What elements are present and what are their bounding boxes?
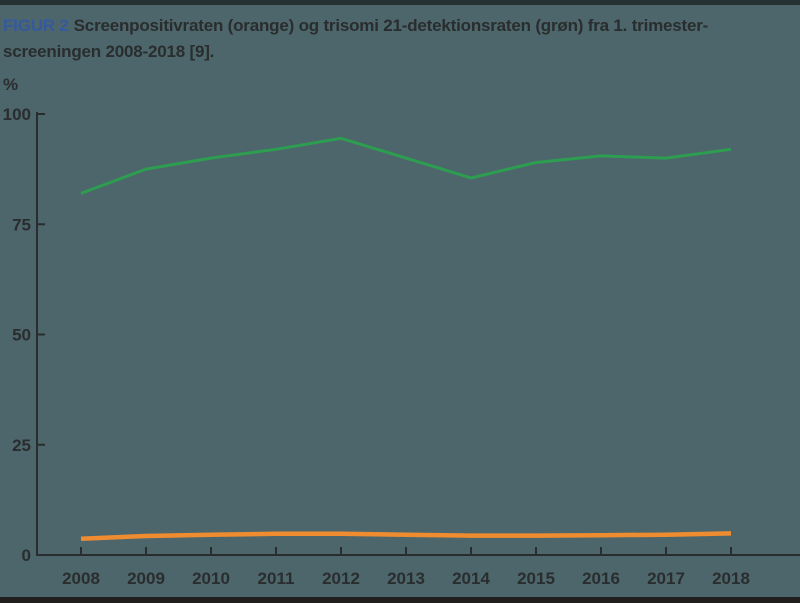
y-tick-label: 75 [12,215,31,234]
x-tick-label: 2013 [387,569,425,588]
figure-title-line1: FIGUR 2 Screenpositivraten (orange) og tr… [3,13,797,39]
trisomi-21-detektionsraten-line [80,136,732,195]
y-tick-label: 100 [3,105,31,124]
y-axis-unit-label: % [3,75,19,94]
figure-title-line2: screeningen 2008-2018 [9]. [3,39,797,65]
top-border-bar [0,0,800,5]
x-tick-label: 2014 [452,569,490,588]
axes-group: 0 25 50 75 100 2008 2009 2010 2011 2012 2013 2014 20… [3,105,800,588]
figure-number-label: FIGUR 2 [3,16,69,35]
x-tick-label: 2018 [712,569,750,588]
figure-title: FIGUR 2 Screenpositivraten (orange) og tr… [3,13,797,65]
y-tick-label: 0 [22,546,31,565]
x-tick-label: 2012 [322,569,360,588]
figure-caption-line2: screeningen 2008-2018 [9]. [3,42,215,61]
x-tick-label: 2008 [62,569,100,588]
figure-caption-line1: Screenpositivraten (orange) og trisomi 2… [73,16,709,35]
x-tick-label: 2011 [258,569,295,588]
y-tick-label: 50 [12,326,31,345]
x-tick-label: 2017 [647,569,685,588]
series-group [80,136,732,541]
x-tick-label: 2016 [582,569,620,588]
screenpositivraten-line [80,531,732,541]
x-tick-label: 2015 [517,569,555,588]
bottom-border-bar [0,597,800,603]
y-tick-label: 25 [12,436,31,455]
x-tick-label: 2010 [192,569,230,588]
x-tick-label: 2009 [127,569,165,588]
